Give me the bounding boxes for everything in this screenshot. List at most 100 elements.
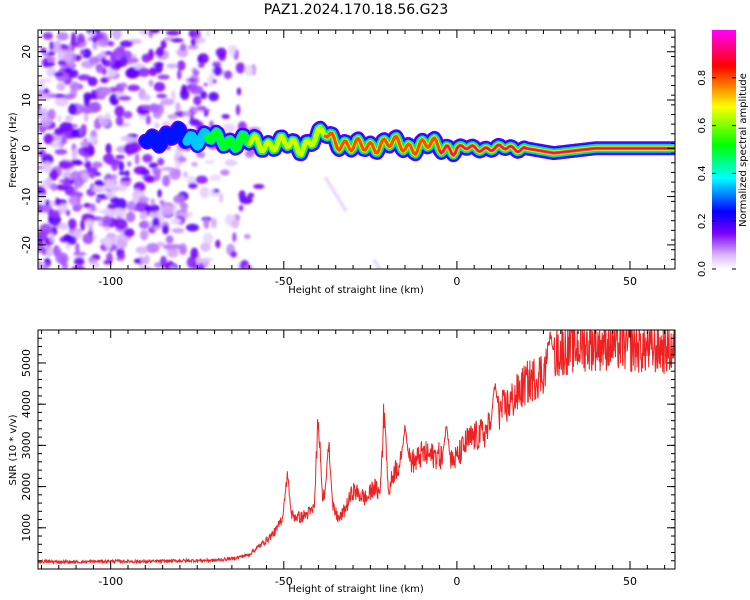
noise-blob bbox=[200, 91, 208, 100]
noise-blob bbox=[81, 48, 92, 59]
noise-blob bbox=[118, 171, 127, 176]
noise-blob bbox=[150, 104, 160, 113]
noise-blob bbox=[122, 110, 133, 119]
noise-blob bbox=[44, 199, 50, 207]
noise-blob bbox=[68, 103, 77, 116]
noise-blob bbox=[139, 229, 149, 241]
spectrogram-xtick-label: 50 bbox=[623, 275, 637, 288]
noise-blob bbox=[119, 40, 134, 48]
noise-blob bbox=[212, 61, 222, 68]
noise-blob bbox=[141, 94, 151, 101]
noise-blob bbox=[203, 82, 208, 87]
noise-blob bbox=[177, 47, 189, 58]
noise-blob bbox=[87, 76, 98, 87]
noise-blob bbox=[155, 61, 163, 74]
colorbar-tick-label: 0.4 bbox=[697, 165, 708, 181]
noise-blob bbox=[238, 204, 244, 212]
noise-blob bbox=[104, 225, 110, 232]
noise-blob bbox=[196, 263, 205, 269]
noise-blob bbox=[148, 67, 158, 77]
noise-blob bbox=[196, 151, 206, 159]
ridge bbox=[138, 120, 675, 163]
spectrogram-xlabel: Height of straight line (km) bbox=[288, 285, 424, 296]
noise-blob bbox=[107, 158, 121, 166]
noise-blob bbox=[183, 171, 188, 179]
noise-blob bbox=[165, 235, 174, 244]
noise-blob bbox=[98, 209, 113, 215]
noise-blob bbox=[179, 43, 187, 52]
noise-blob bbox=[193, 95, 202, 106]
noise-blob bbox=[112, 48, 125, 59]
noise-blob bbox=[160, 204, 175, 216]
noise-blob bbox=[49, 232, 55, 243]
noise-blob bbox=[153, 169, 161, 182]
noise-blob bbox=[104, 51, 113, 56]
noise-blob bbox=[99, 117, 110, 127]
snr-marks bbox=[38, 330, 675, 565]
noise-blob bbox=[41, 179, 47, 187]
snr-frame bbox=[37, 329, 676, 570]
noise-blob bbox=[156, 93, 168, 99]
noise-blob bbox=[120, 82, 128, 89]
colorbar-tick-label: 0.0 bbox=[697, 261, 708, 277]
faint-streak bbox=[372, 258, 382, 269]
noise-blob bbox=[171, 89, 176, 102]
noise-blob bbox=[161, 224, 169, 235]
noise-blob bbox=[75, 242, 80, 255]
noise-blob bbox=[81, 106, 94, 114]
spectrogram-marks bbox=[38, 30, 675, 269]
noise-blob bbox=[187, 77, 198, 83]
noise-blob bbox=[188, 30, 196, 38]
noise-blob bbox=[244, 149, 255, 158]
noise-blob bbox=[115, 91, 123, 97]
noise-blob bbox=[78, 127, 84, 136]
noise-blob bbox=[157, 74, 170, 80]
noise-blob bbox=[103, 179, 116, 189]
spectrogram-ytick-label: -10 bbox=[20, 188, 33, 206]
noise-blob bbox=[39, 116, 52, 128]
noise-blob bbox=[203, 232, 214, 245]
noise-blob bbox=[47, 93, 58, 98]
noise-blob bbox=[55, 197, 60, 207]
noise-blob bbox=[75, 233, 84, 238]
noise-blob bbox=[88, 149, 94, 157]
spectrogram-ytick-label: 20 bbox=[20, 45, 33, 59]
noise-blob bbox=[167, 248, 179, 258]
noise-blob bbox=[190, 37, 197, 47]
noise-blob bbox=[61, 134, 68, 145]
noise-blob bbox=[71, 265, 86, 269]
noise-blob bbox=[73, 257, 85, 266]
noise-blob bbox=[111, 30, 122, 40]
noise-blob bbox=[134, 153, 140, 165]
noise-blob bbox=[230, 219, 240, 229]
noise-blob bbox=[190, 247, 199, 260]
noise-blob bbox=[71, 148, 78, 160]
noise-blob bbox=[191, 161, 198, 167]
noise-blob bbox=[91, 161, 103, 168]
spectrogram-ytick-label: 10 bbox=[20, 93, 33, 107]
noise-blob bbox=[244, 64, 254, 77]
noise-blob bbox=[141, 53, 151, 63]
colorbar-label: Normalized spectral amplitude bbox=[738, 73, 749, 227]
noise-blob bbox=[142, 154, 153, 163]
snr-xtick-label: -50 bbox=[275, 575, 293, 588]
spectrogram-ytick-label: -20 bbox=[20, 236, 33, 254]
noise-blob bbox=[157, 189, 162, 198]
noise-blob bbox=[177, 156, 187, 163]
noise-blob bbox=[152, 216, 160, 229]
noise-blob bbox=[48, 51, 56, 56]
noise-blob bbox=[182, 111, 193, 117]
spectrogram-xtick-label: 0 bbox=[453, 275, 460, 288]
snr-ytick-label: 2000 bbox=[20, 473, 33, 501]
noise-blob bbox=[156, 241, 165, 247]
noise-blob bbox=[138, 67, 150, 77]
snr-ytick-label: 4000 bbox=[20, 390, 33, 418]
noise-blob bbox=[125, 67, 138, 79]
noise-blob bbox=[83, 92, 92, 101]
noise-blob bbox=[179, 202, 189, 209]
noise-blob bbox=[77, 74, 91, 81]
noise-blob bbox=[125, 211, 136, 223]
noise-blob bbox=[199, 257, 213, 263]
noise-blob bbox=[170, 217, 182, 225]
noise-blob bbox=[73, 251, 87, 257]
